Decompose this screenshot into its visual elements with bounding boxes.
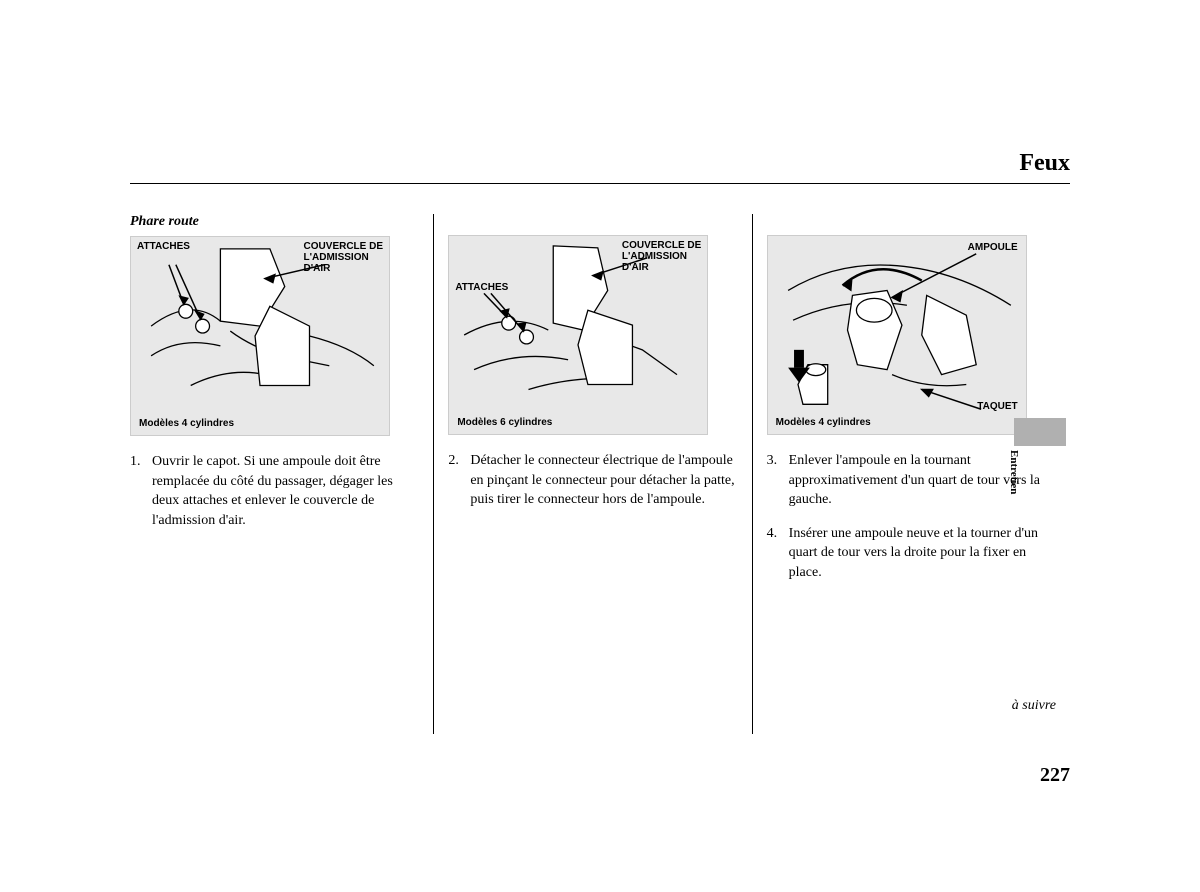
step-2-number: 2. bbox=[448, 451, 470, 510]
figure-3-label-ampoule: AMPOULE bbox=[968, 242, 1018, 253]
page-title: Feux bbox=[130, 150, 1070, 177]
figure-2-label-attaches: ATTACHES bbox=[455, 282, 508, 293]
figure-3-label-taquet: TAQUET bbox=[977, 401, 1017, 412]
figure-2: ATTACHES COUVERCLE DE L'ADMISSION D'AIR … bbox=[448, 235, 708, 435]
step-2-text: Détacher le connecteur électrique de l'a… bbox=[470, 451, 737, 510]
column-2: ATTACHES COUVERCLE DE L'ADMISSION D'AIR … bbox=[433, 214, 751, 734]
step-3-number: 3. bbox=[767, 451, 789, 510]
title-rule bbox=[130, 183, 1070, 184]
columns-layout: Phare route bbox=[130, 214, 1070, 734]
step-4-text: Insérer une ampoule neuve et la tourner … bbox=[789, 524, 1056, 583]
page-container: Feux Phare route bbox=[130, 150, 1070, 787]
figure-1-caption: Modèles 4 cylindres bbox=[139, 418, 234, 429]
step-2: 2. Détacher le connecteur électrique de … bbox=[448, 451, 737, 510]
figure-3-caption: Modèles 4 cylindres bbox=[776, 417, 871, 428]
figure-1: ATTACHES COUVERCLE DE L'ADMISSION D'AIR … bbox=[130, 236, 390, 436]
step-1-number: 1. bbox=[130, 452, 152, 530]
step-1: 1. Ouvrir le capot. Si une ampoule doit … bbox=[130, 452, 419, 530]
side-tab-label: Entretien bbox=[1008, 450, 1020, 494]
step-4-number: 4. bbox=[767, 524, 789, 583]
section-subtitle: Phare route bbox=[130, 214, 419, 230]
page-number: 227 bbox=[130, 764, 1070, 787]
side-tab bbox=[1014, 418, 1066, 446]
column-1: Phare route bbox=[130, 214, 433, 734]
figure-2-caption: Modèles 6 cylindres bbox=[457, 417, 552, 428]
figure-1-label-couvercle: COUVERCLE DE L'ADMISSION D'AIR bbox=[304, 241, 383, 274]
step-4: 4. Insérer une ampoule neuve et la tourn… bbox=[767, 524, 1056, 583]
column-3: AMPOULE TAQUET Modèles 4 cylindres 3. En… bbox=[752, 214, 1070, 734]
figure-2-label-couvercle: COUVERCLE DE L'ADMISSION D'AIR bbox=[622, 240, 701, 273]
continue-text: à suivre bbox=[1012, 698, 1056, 714]
step-1-text: Ouvrir le capot. Si une ampoule doit êtr… bbox=[152, 452, 419, 530]
figure-3: AMPOULE TAQUET Modèles 4 cylindres bbox=[767, 235, 1027, 435]
figure-1-label-attaches: ATTACHES bbox=[137, 241, 190, 252]
